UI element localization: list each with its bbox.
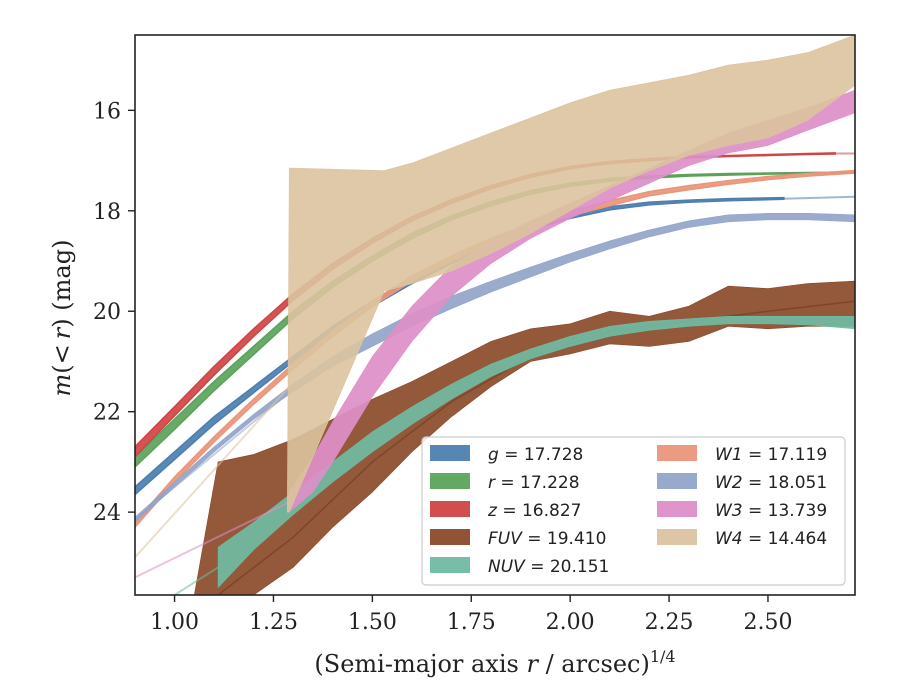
legend-swatch-w4 xyxy=(657,529,697,545)
legend-swatch-nuv xyxy=(430,557,470,573)
series-nuv-band xyxy=(217,316,855,589)
legend-swatch-r xyxy=(430,473,470,489)
plot-frame xyxy=(134,34,856,596)
x-tick-label: 1.00 xyxy=(150,610,199,635)
legend-swatch-w3 xyxy=(657,501,697,517)
legend-label-w1: W1 = 17.119 xyxy=(715,445,827,465)
series-w4-extension xyxy=(135,385,291,558)
legend-label-r: r = 17.228 xyxy=(488,473,580,493)
x-tick-label: 1.75 xyxy=(447,610,496,635)
series-w3-extension xyxy=(135,501,290,579)
legend-label-g: g = 17.728 xyxy=(488,445,583,465)
plot-area xyxy=(135,35,855,595)
x-axis: 1.00 1.25 1.50 1.75 2.00 2.25 2.50 xyxy=(150,595,792,635)
x-axis-title-var: r xyxy=(526,650,539,678)
series-w4-band xyxy=(286,35,855,513)
legend-label-z: z = 16.827 xyxy=(487,501,581,521)
legend-label-fuv: FUV = 19.410 xyxy=(488,529,606,549)
x-axis-title-prefix: (Semi-major axis xyxy=(314,650,526,678)
legend-label-w2: W2 = 18.051 xyxy=(715,473,827,493)
x-tick-label: 2.00 xyxy=(546,610,595,635)
legend-label-w4: W4 = 14.464 xyxy=(715,529,827,549)
x-axis-title-exponent: 1/4 xyxy=(650,647,676,666)
legend-swatch-g xyxy=(430,445,470,461)
legend-frame xyxy=(421,436,846,586)
legend: g = 17.728 r = 17.228 z = 16.827 FUV = 19.4… xyxy=(421,436,846,586)
x-axis-title-suffix: / arcsec) xyxy=(538,650,650,678)
y-axis: 16 18 20 22 24 xyxy=(93,99,135,526)
y-tick-label: 20 xyxy=(93,300,121,325)
legend-swatch-z xyxy=(430,501,470,517)
legend-swatch-w2 xyxy=(657,473,697,489)
legend-swatch-w1 xyxy=(657,445,697,461)
y-axis-title-m: m xyxy=(48,374,76,397)
series-g-extension xyxy=(783,195,855,200)
y-tick-label: 18 xyxy=(93,200,121,225)
x-tick-label: 2.25 xyxy=(645,610,694,635)
y-tick-label: 24 xyxy=(93,501,121,526)
x-axis-title: (Semi-major axis r / arcsec)1/4 xyxy=(314,647,675,678)
legend-swatch-fuv xyxy=(430,529,470,545)
y-axis-title: m(<r) (mag) xyxy=(48,240,76,397)
legend-label-w3: W3 = 13.739 xyxy=(715,501,827,521)
series-nuv-extension xyxy=(174,566,219,595)
x-tick-label: 2.50 xyxy=(743,610,792,635)
y-tick-label: 22 xyxy=(93,401,121,426)
x-tick-label: 1.50 xyxy=(348,610,397,635)
x-tick-label: 1.25 xyxy=(249,610,298,635)
y-tick-label: 16 xyxy=(93,99,121,124)
legend-label-nuv: NUV = 20.151 xyxy=(488,557,609,577)
